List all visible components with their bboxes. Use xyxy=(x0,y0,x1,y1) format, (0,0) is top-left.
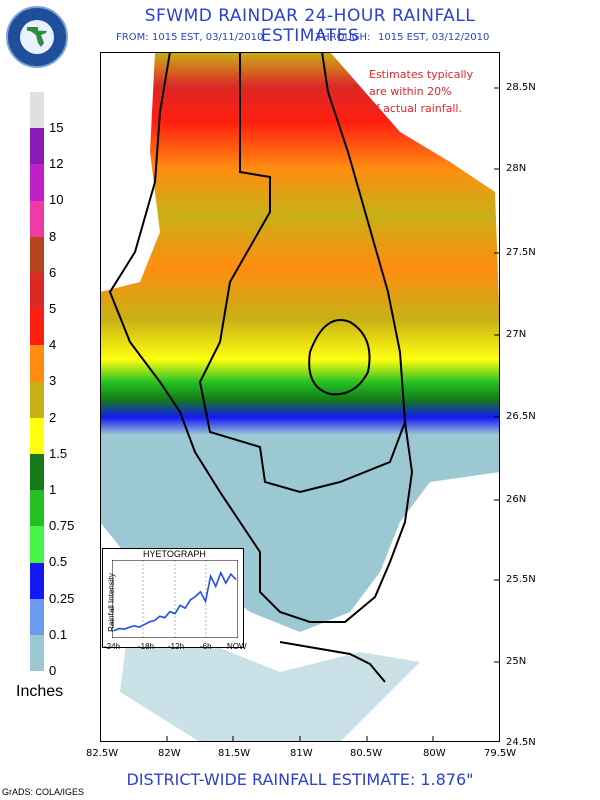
district-estimate: DISTRICT-WIDE RAINFALL ESTIMATE: 1.876" xyxy=(100,770,500,789)
legend-label: 0.1 xyxy=(49,626,68,642)
lon-label: 80.5W xyxy=(350,748,383,759)
legend-label: 2 xyxy=(49,409,57,425)
legend-label: 1.5 xyxy=(49,445,68,461)
legend-swatch xyxy=(30,417,44,454)
through-label: THROUGH: xyxy=(316,32,371,43)
lat-label: 25N xyxy=(506,656,527,667)
legend-swatch xyxy=(30,454,44,491)
lon-label: 82W xyxy=(158,748,181,759)
hyetograph-x-label: -24h xyxy=(104,642,121,651)
lat-label: 28N xyxy=(506,163,527,174)
lon-label: 79.5W xyxy=(484,748,517,759)
hyetograph-x-label: -12h xyxy=(168,642,185,651)
lat-label: 25.5N xyxy=(506,574,536,585)
legend-label: 6 xyxy=(49,264,57,280)
lat-label: 24.5N xyxy=(506,737,536,748)
accuracy-note-line-3: of actual rainfall. xyxy=(369,102,462,115)
legend-swatch xyxy=(30,381,44,418)
legend-swatch xyxy=(30,345,44,382)
district-estimate-label: DISTRICT-WIDE RAINFALL ESTIMATE: xyxy=(126,770,416,789)
rainfall-field xyxy=(100,52,500,632)
district-estimate-value: 1.876" xyxy=(420,770,474,789)
legend-label: 12 xyxy=(49,156,64,172)
legend-swatch xyxy=(30,635,44,672)
legend-label: 3 xyxy=(49,373,57,389)
legend-swatch xyxy=(30,200,44,237)
legend-swatch xyxy=(30,562,44,599)
accuracy-note-line-1: Estimates typically xyxy=(369,68,474,81)
lon-label: 80W xyxy=(423,748,446,759)
florida-coastline xyxy=(108,52,414,623)
legend-label: 1 xyxy=(49,482,57,497)
lat-label: 26.5N xyxy=(506,411,536,422)
legend-label: 15 xyxy=(49,120,64,135)
lake-okeechobee xyxy=(308,319,371,396)
from-value: 1015 EST, 03/11/2010 xyxy=(152,32,264,43)
legend-label: 8 xyxy=(49,228,57,244)
hyetograph-x-label: -18h xyxy=(138,642,155,651)
sfwmd-logo xyxy=(6,6,68,68)
map-frame xyxy=(100,52,500,742)
legend-label: 5 xyxy=(49,301,57,316)
lat-label: 27.5N xyxy=(506,247,536,258)
credit-text: GrADS: COLA/IGES xyxy=(2,787,85,797)
hyetograph-series-line xyxy=(113,570,237,632)
through-value: 1015 EST, 03/12/2010 xyxy=(378,32,490,43)
legend-label: 10 xyxy=(49,192,64,208)
legend-swatch xyxy=(30,526,44,563)
legend-swatch xyxy=(30,236,44,273)
rainfall-map xyxy=(100,52,500,742)
hyetograph-panel xyxy=(102,548,244,648)
page-title: SFWMD RAINDAR 24-HOUR RAINFALL ESTIMATES xyxy=(144,6,476,46)
legend-label: 0.25 xyxy=(49,590,75,606)
legend-swatch xyxy=(30,490,44,527)
accuracy-note-line-2: are within 20% xyxy=(369,85,452,98)
legend-swatch xyxy=(30,92,44,129)
hyetograph-x-label: NOW xyxy=(227,642,247,651)
district-boundary xyxy=(180,52,406,494)
legend-label: 4 xyxy=(49,337,57,353)
legend-swatch xyxy=(30,164,44,201)
hyetograph-title: HYETOGRAPH xyxy=(143,549,206,559)
florida-keys xyxy=(279,641,386,683)
lat-label: 27N xyxy=(506,329,527,340)
legend-swatch xyxy=(30,309,44,346)
legend-label: 0 xyxy=(49,663,57,678)
legend-label: 0.5 xyxy=(49,554,68,570)
legend-swatch xyxy=(30,273,44,310)
lon-label: 81W xyxy=(290,748,313,759)
legend-swatch xyxy=(30,128,44,165)
lon-label: 82.5W xyxy=(86,748,119,759)
legend-label: 0.75 xyxy=(49,518,75,534)
legend-swatch xyxy=(30,598,44,635)
hyetograph-plot xyxy=(112,560,238,638)
lon-label: 81.5W xyxy=(218,748,251,759)
hyetograph-x-label: -6h xyxy=(200,642,212,651)
lat-label: 26N xyxy=(506,494,527,505)
legend-units: Inches xyxy=(16,683,64,700)
from-label: FROM: xyxy=(116,32,149,43)
lat-label: 28.5N xyxy=(506,82,536,93)
